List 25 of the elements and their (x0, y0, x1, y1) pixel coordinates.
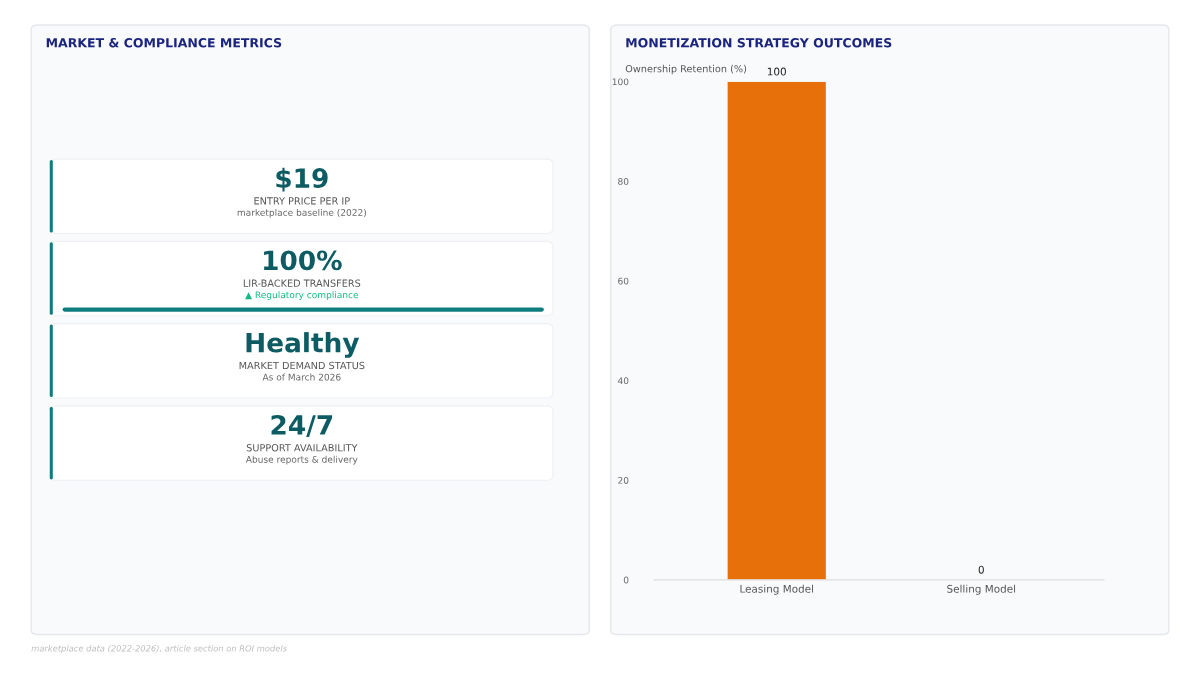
text: 24/7 (271, 414, 333, 437)
y-axis-title: Ownership Retention (%) (625, 64, 747, 75)
data-label: 0 (978, 565, 984, 574)
text: ▲ Regulatory compliance (245, 291, 359, 300)
text: Abuse reports & delivery (245, 455, 358, 465)
y-tick-label: 100 (612, 78, 629, 86)
text: $19 (276, 167, 328, 192)
y-tick-label: 80 (618, 178, 629, 185)
text: Healthy (246, 332, 360, 358)
text: ENTRY PRICE PER IP (254, 197, 350, 205)
text: SUPPORT AVAILABILITY (246, 444, 358, 452)
x-tick-label: Selling Model (947, 584, 1016, 595)
y-tick-label: 0 (623, 576, 629, 584)
text: MARKET & COMPLIANCE METRICS (46, 37, 282, 48)
text: 100% (264, 250, 342, 271)
y-tick-label: 40 (617, 377, 629, 385)
text: As of March 2026 (262, 373, 341, 381)
data-label: 100 (767, 67, 786, 76)
y-tick-label: 60 (618, 277, 629, 285)
text: marketplace baseline (2022) (237, 208, 366, 218)
y-tick-label: 20 (618, 476, 629, 484)
chart-title: MONETIZATION STRATEGY OUTCOMES (626, 37, 892, 48)
x-tick-label: Leasing Model (740, 584, 814, 595)
text: LIR-BACKED TRANSFERS (243, 279, 361, 287)
text: MARKET DEMAND STATUS (239, 361, 365, 370)
